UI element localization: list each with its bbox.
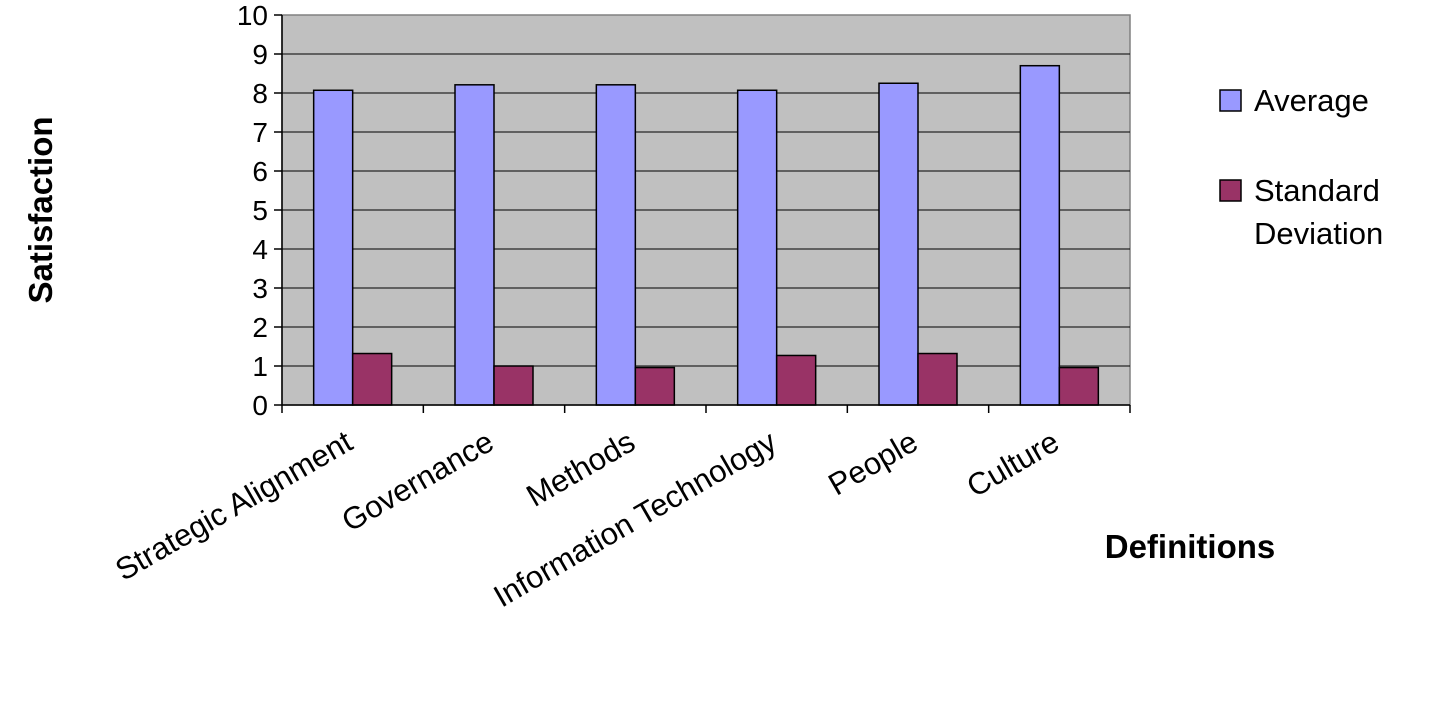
y-tick-label: 7 <box>252 117 268 148</box>
y-tick-label: 10 <box>237 0 268 31</box>
bar-average <box>595 84 637 406</box>
y-tick-label: 8 <box>252 78 268 109</box>
y-tick-label: 2 <box>252 312 268 343</box>
y-tick-label: 9 <box>252 39 268 70</box>
legend-label: Deviation <box>1254 216 1383 251</box>
y-tick-label: 4 <box>252 234 268 265</box>
y-tick-label: 5 <box>252 195 268 226</box>
bar-average <box>878 82 919 406</box>
category-label: Methods <box>520 424 640 514</box>
bar-average <box>454 84 495 406</box>
y-tick-label: 0 <box>252 390 268 421</box>
bar-standard-deviation <box>493 365 534 406</box>
x-axis-title: Definitions <box>1105 528 1276 565</box>
category-label: Strategic Alignment <box>109 424 358 588</box>
y-axis-title: Satisfaction <box>22 116 59 303</box>
legend-swatch <box>1219 89 1242 112</box>
bar-standard-deviation <box>775 354 817 406</box>
legend-swatch <box>1219 179 1242 202</box>
category-label: Governance <box>336 424 500 539</box>
y-tick-label: 1 <box>252 351 268 382</box>
category-label: Culture <box>961 424 1065 504</box>
bar-standard-deviation <box>1058 366 1100 406</box>
bar-average <box>312 89 354 406</box>
bar-standard-deviation <box>634 366 676 406</box>
bar-standard-deviation <box>917 352 958 406</box>
legend: Average Standard Deviation <box>1219 83 1383 251</box>
bar-average <box>1019 64 1061 406</box>
category-label: People <box>822 424 923 503</box>
bars <box>312 64 1100 406</box>
bar-average <box>736 89 778 406</box>
legend-label: Average <box>1254 83 1369 118</box>
y-tick-label: 6 <box>252 156 268 187</box>
bar-standard-deviation <box>351 352 393 406</box>
legend-label: Standard <box>1254 173 1380 208</box>
y-tick-labels: 0 1 2 3 4 5 6 7 8 9 10 <box>237 0 268 421</box>
gridlines <box>274 14 1131 413</box>
y-tick-label: 3 <box>252 273 268 304</box>
